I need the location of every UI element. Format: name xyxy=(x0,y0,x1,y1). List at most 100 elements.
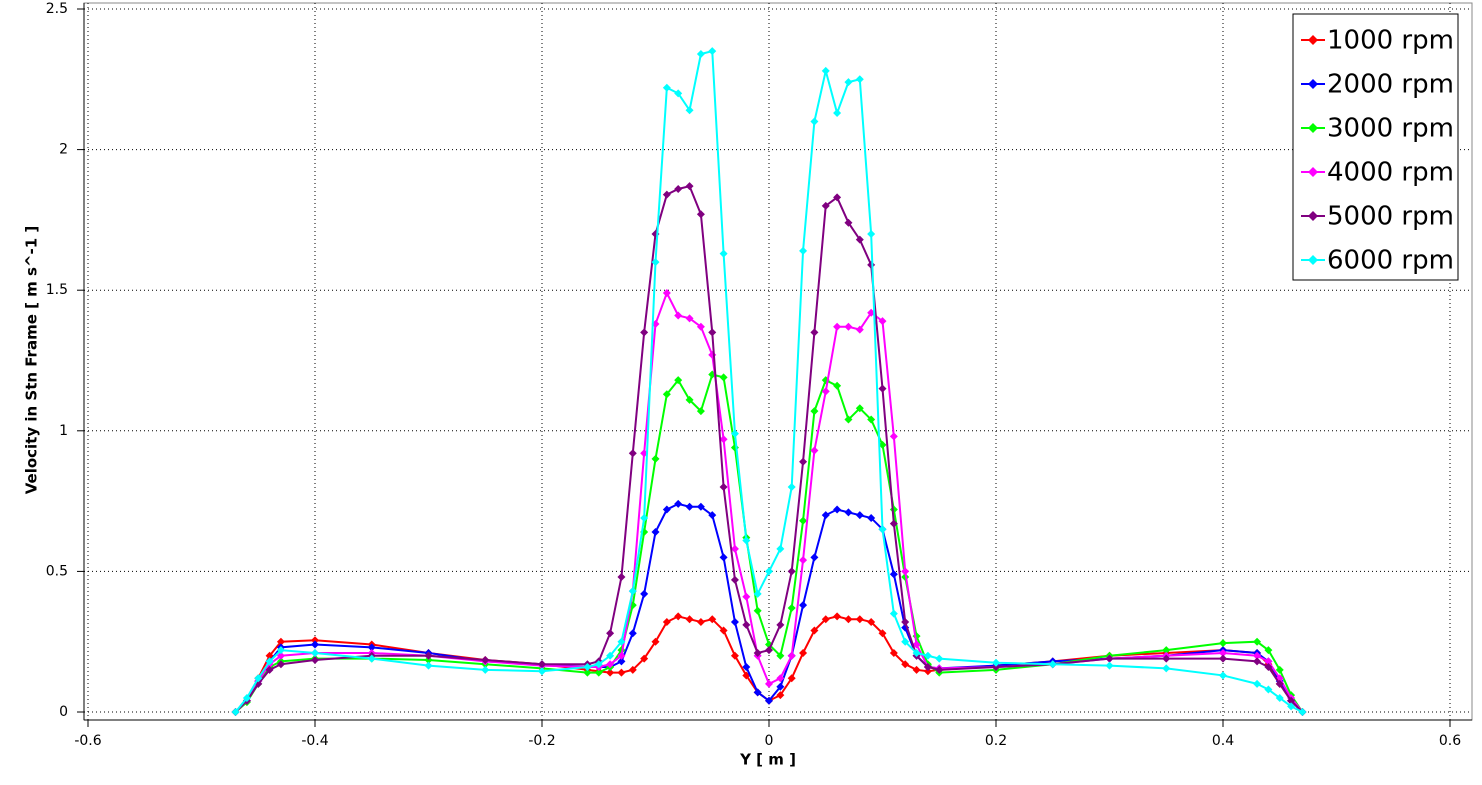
point xyxy=(265,657,274,666)
point xyxy=(821,615,830,624)
point xyxy=(628,665,637,674)
point xyxy=(481,655,490,664)
y-tick-label: 2.5 xyxy=(46,1,68,17)
point xyxy=(311,648,319,657)
point xyxy=(640,654,649,663)
point xyxy=(662,190,671,199)
point xyxy=(617,657,626,666)
point xyxy=(867,618,876,627)
point xyxy=(662,289,671,298)
point xyxy=(810,407,819,416)
point xyxy=(424,661,433,670)
point xyxy=(833,381,842,390)
point xyxy=(855,75,864,84)
point xyxy=(276,637,285,646)
point xyxy=(606,651,615,660)
point xyxy=(1253,637,1262,646)
point xyxy=(730,429,739,438)
point xyxy=(367,643,376,652)
point xyxy=(753,648,762,657)
point xyxy=(1048,660,1057,669)
point xyxy=(742,620,751,629)
point xyxy=(810,626,819,635)
point xyxy=(685,615,694,624)
point xyxy=(651,528,660,537)
point xyxy=(730,575,739,584)
y-tick-label: 1 xyxy=(59,423,68,439)
point xyxy=(1253,657,1262,666)
point xyxy=(844,218,853,227)
legend-label: 3000 rpm xyxy=(1327,114,1454,144)
point xyxy=(787,603,796,612)
point xyxy=(810,446,819,455)
point xyxy=(1264,646,1273,655)
point xyxy=(696,49,705,58)
point xyxy=(787,483,796,492)
point xyxy=(696,502,705,511)
point xyxy=(254,674,263,683)
point xyxy=(901,637,910,646)
point xyxy=(481,665,490,674)
x-tick-label: 0.2 xyxy=(985,733,1007,749)
point xyxy=(742,592,751,601)
point xyxy=(685,502,694,511)
legend-label: 6000 rpm xyxy=(1327,246,1454,276)
point xyxy=(276,651,285,660)
point xyxy=(776,651,785,660)
legend-label: 2000 rpm xyxy=(1327,70,1454,100)
point xyxy=(1162,646,1171,655)
point xyxy=(992,663,1000,672)
point xyxy=(799,457,808,466)
point xyxy=(1253,651,1262,660)
point xyxy=(674,184,683,193)
point xyxy=(878,317,887,326)
point xyxy=(855,325,864,334)
x-tick-label: 0 xyxy=(765,733,774,749)
point xyxy=(912,665,921,674)
point xyxy=(878,525,887,534)
point xyxy=(855,511,864,520)
point xyxy=(696,407,705,416)
point xyxy=(753,688,762,697)
point xyxy=(787,567,796,576)
point xyxy=(889,648,898,657)
point xyxy=(685,106,694,115)
point xyxy=(867,229,876,238)
point xyxy=(923,651,932,660)
point xyxy=(765,696,773,705)
point xyxy=(844,615,853,624)
point xyxy=(696,210,705,219)
point xyxy=(1219,639,1227,648)
point xyxy=(719,553,728,562)
point xyxy=(628,587,637,596)
point xyxy=(1298,708,1307,716)
point xyxy=(833,505,842,514)
y-tick-label: 0 xyxy=(59,704,68,720)
legend-marker xyxy=(1308,211,1318,221)
point xyxy=(730,618,739,627)
point xyxy=(833,612,842,621)
point xyxy=(1105,661,1114,670)
point xyxy=(787,674,796,683)
point xyxy=(583,663,592,672)
point xyxy=(765,567,773,576)
point xyxy=(276,660,285,669)
point xyxy=(1162,654,1171,663)
point xyxy=(276,646,285,655)
legend-marker xyxy=(1308,35,1318,45)
point xyxy=(821,201,830,210)
point xyxy=(662,83,671,92)
legend-marker xyxy=(1308,123,1318,133)
point xyxy=(1275,665,1284,674)
point xyxy=(651,637,660,646)
point xyxy=(1162,664,1171,673)
x-axis-label: Y [ m ] xyxy=(739,751,796,769)
point xyxy=(833,322,842,331)
point xyxy=(855,404,864,413)
point xyxy=(674,376,683,385)
point xyxy=(719,626,728,635)
point xyxy=(833,109,842,118)
point xyxy=(878,629,887,638)
point xyxy=(311,636,319,645)
point xyxy=(878,440,887,449)
